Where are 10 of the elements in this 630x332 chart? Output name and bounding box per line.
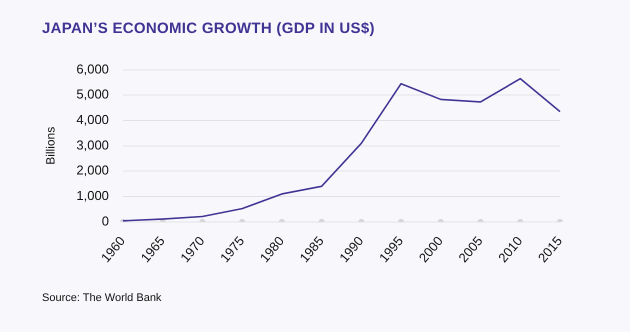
source-note: Source: The World Bank bbox=[42, 292, 162, 304]
y-tick-label: 6,000 bbox=[76, 61, 109, 76]
y-tick-label: 5,000 bbox=[76, 86, 109, 102]
chart-title: JAPAN’S ECONOMIC GROWTH (GDP IN US$) bbox=[42, 20, 375, 37]
y-tick-label: 4,000 bbox=[76, 112, 109, 128]
y-axis-title: Billions bbox=[44, 126, 58, 165]
y-tick-label: 3,000 bbox=[76, 137, 109, 152]
y-tick-label: 0 bbox=[102, 213, 109, 228]
y-tick-label: 2,000 bbox=[76, 162, 109, 178]
y-tick-label: 1,000 bbox=[76, 188, 109, 204]
